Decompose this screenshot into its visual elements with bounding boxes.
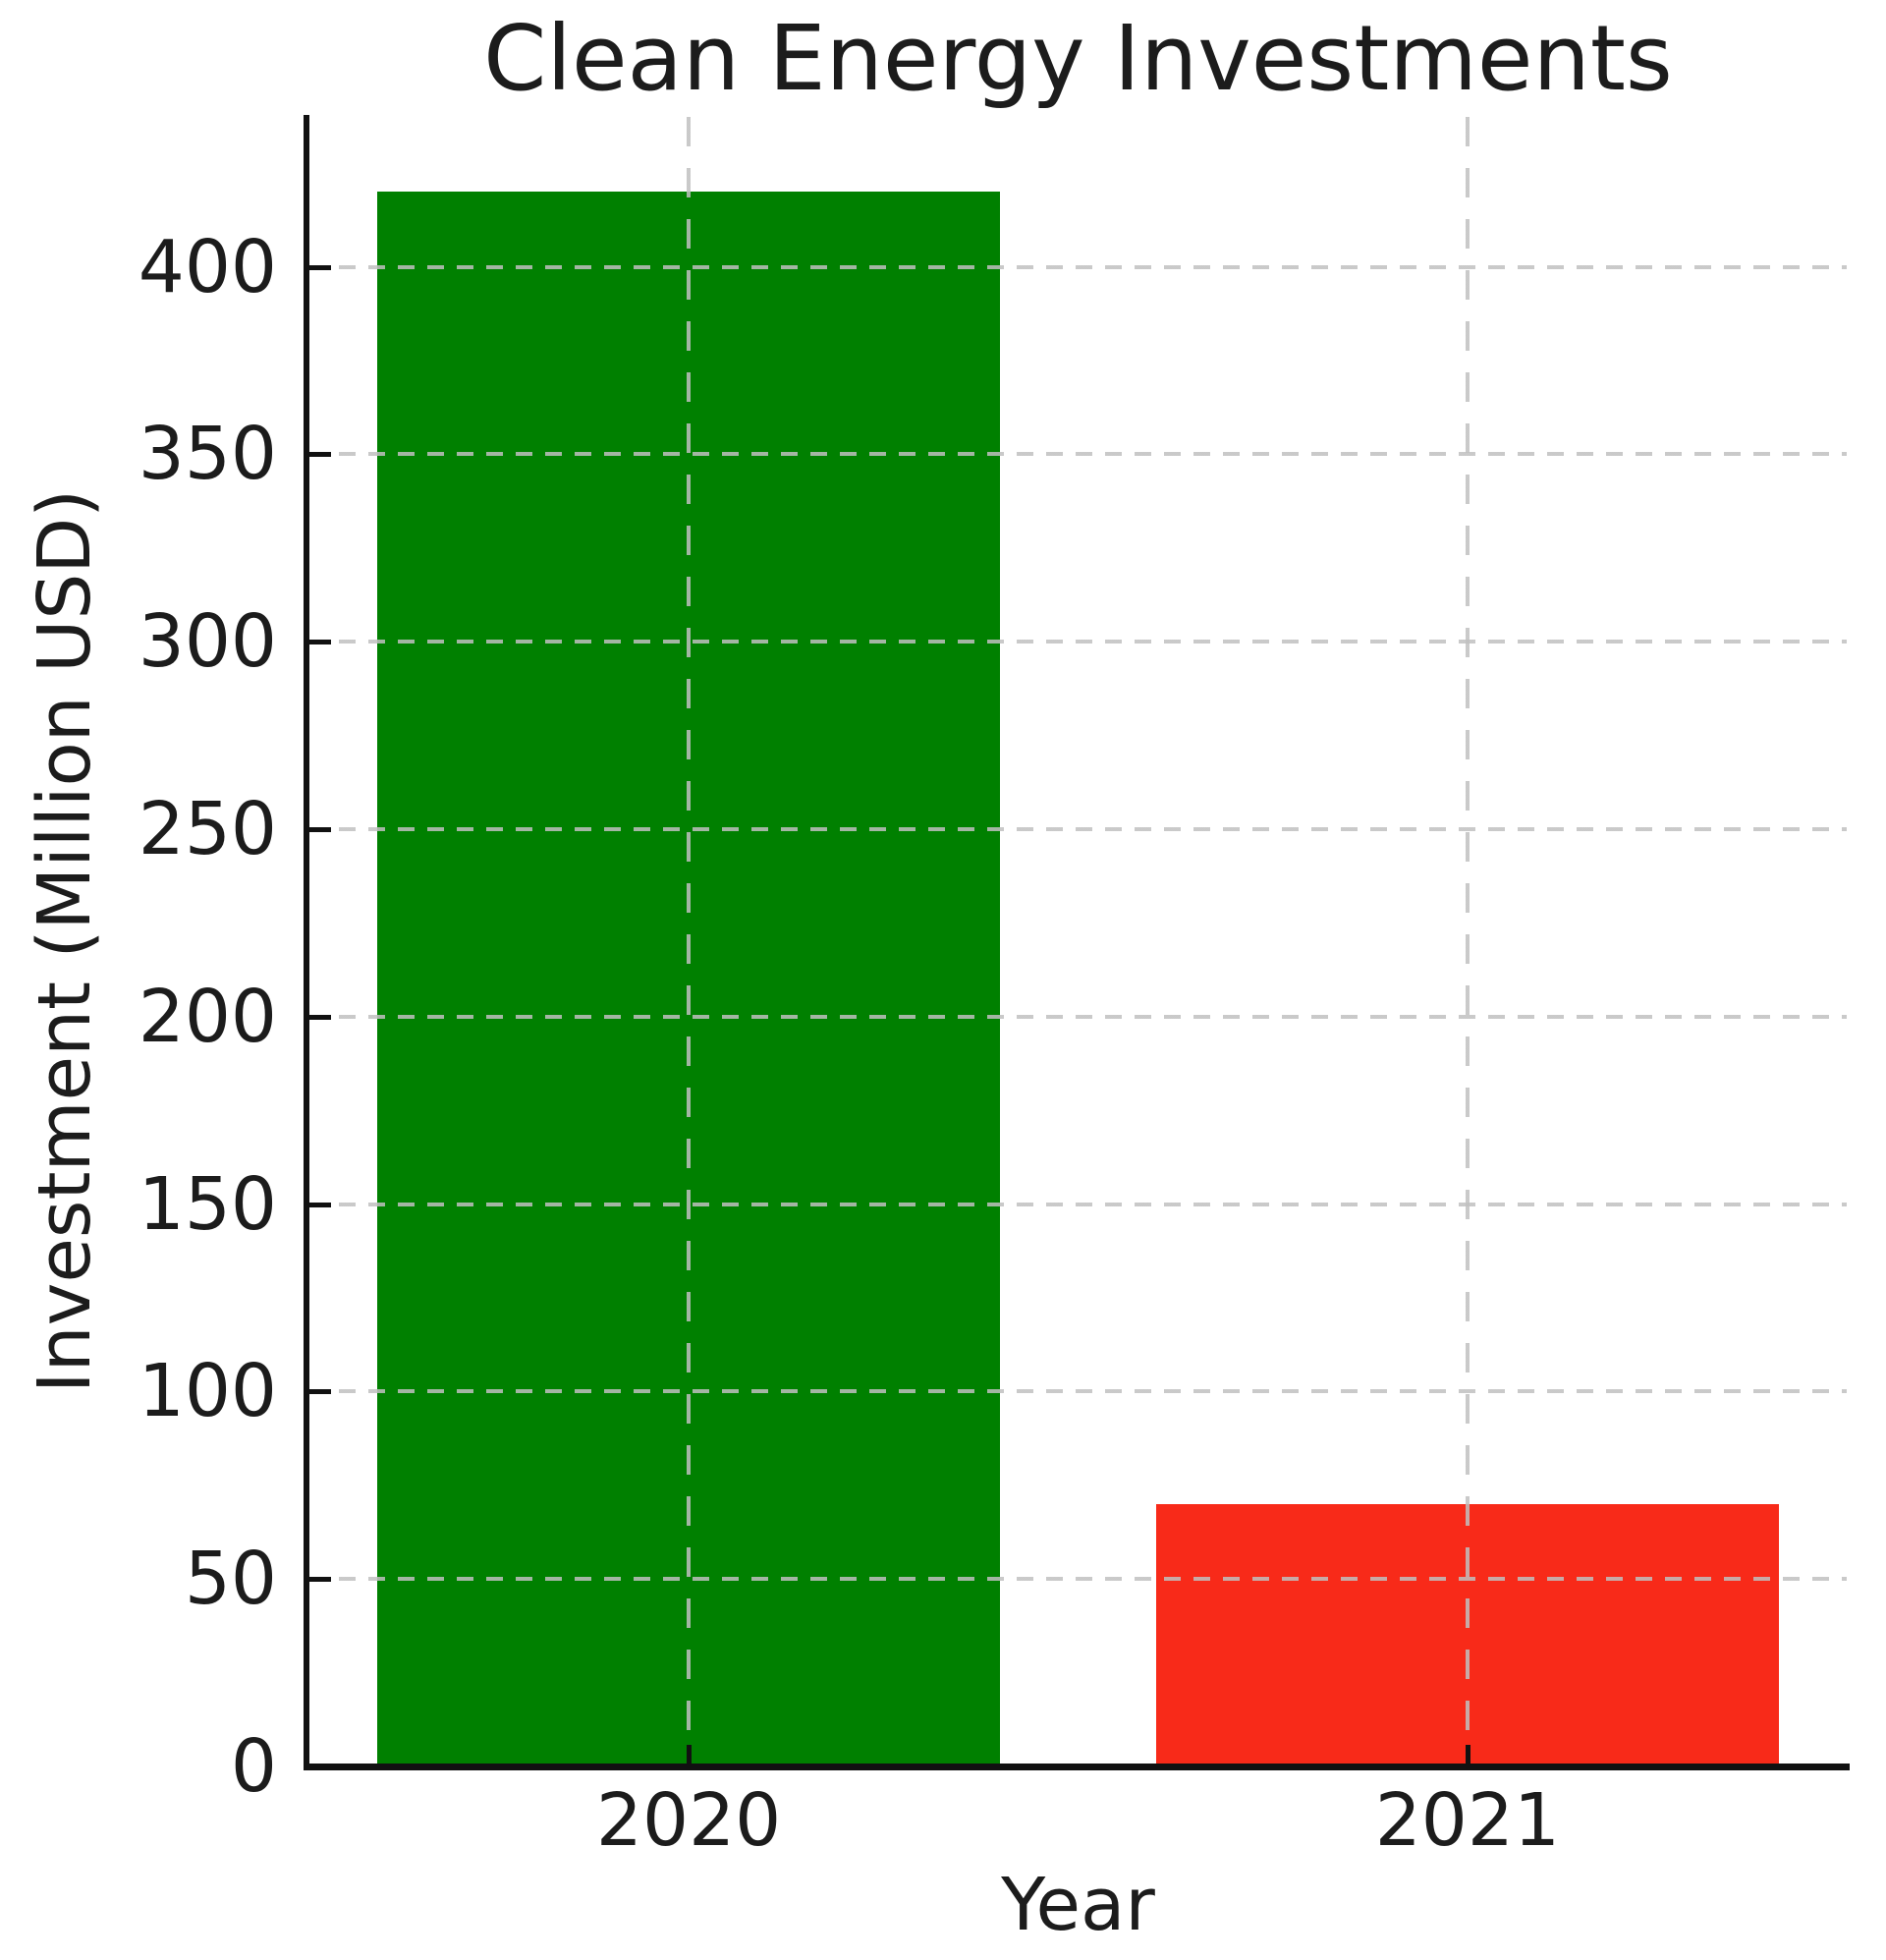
y-tick-label-100: 100 <box>138 1349 277 1434</box>
gridline-x-2020 <box>687 117 692 1766</box>
gridline-y-300 <box>309 640 1847 644</box>
gridline-y-200 <box>309 1014 1847 1019</box>
y-tick-100 <box>309 1389 331 1395</box>
y-tick-400 <box>309 264 331 270</box>
y-tick-250 <box>309 827 331 833</box>
x-tick-label-2020: 2020 <box>595 1778 782 1863</box>
x-axis-spine <box>304 1764 1850 1770</box>
chart-title: Clean Energy Investments <box>483 6 1673 111</box>
y-tick-150 <box>309 1202 331 1207</box>
gridline-y-100 <box>309 1389 1847 1394</box>
y-tick-label-200: 200 <box>138 974 277 1059</box>
y-tick-label-150: 150 <box>138 1161 277 1247</box>
gridline-y-150 <box>309 1202 1847 1206</box>
y-tick-label-400: 400 <box>138 224 277 309</box>
gridline-y-250 <box>309 827 1847 832</box>
y-tick-300 <box>309 640 331 645</box>
y-tick-label-50: 50 <box>184 1537 277 1622</box>
y-tick-50 <box>309 1577 331 1583</box>
y-axis-label: Investment (Million USD) <box>23 488 107 1394</box>
y-tick-label-300: 300 <box>138 599 277 685</box>
gridline-y-350 <box>309 452 1847 457</box>
x-tick-2021 <box>1465 1745 1470 1766</box>
x-tick-2020 <box>687 1745 693 1766</box>
gridline-y-50 <box>309 1577 1847 1582</box>
x-axis-label: Year <box>1001 1863 1155 1947</box>
y-tick-label-250: 250 <box>138 787 277 872</box>
y-tick-350 <box>309 452 331 458</box>
plot-area <box>309 117 1847 1766</box>
y-tick-label-0: 0 <box>230 1724 277 1809</box>
gridline-y-400 <box>309 264 1847 269</box>
x-tick-label-2021: 2021 <box>1374 1778 1561 1863</box>
y-tick-200 <box>309 1014 331 1020</box>
gridline-x-2021 <box>1465 117 1470 1766</box>
y-axis-spine <box>304 115 309 1770</box>
y-tick-label-350: 350 <box>138 412 277 497</box>
